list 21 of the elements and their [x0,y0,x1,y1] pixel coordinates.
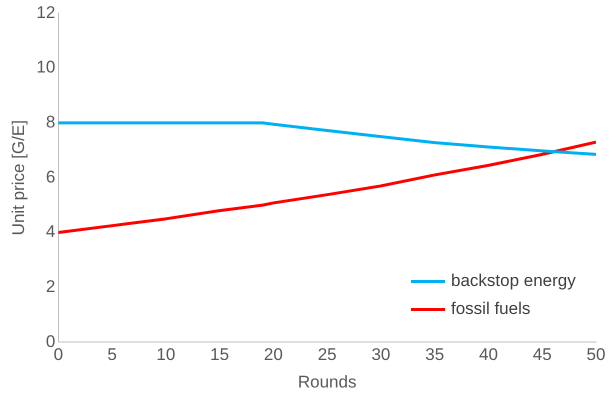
y-tick-label: 10 [36,58,56,77]
y-tick-label: 6 [46,167,56,186]
x-tick-label: 50 [586,345,606,364]
x-tick-label: 10 [156,345,176,364]
y-tick-label: 0 [46,332,56,351]
x-tick-label: 5 [107,345,117,364]
legend-label: fossil fuels [451,299,530,320]
y-tick-label: 4 [46,222,56,242]
x-tick-label: 25 [318,345,337,364]
y-tick-label: 12 [36,2,56,22]
x-tick-label: 30 [371,345,390,364]
x-tick-label: 45 [532,345,552,364]
x-tick-label: 20 [264,345,283,364]
x-tick-label: 15 [210,345,230,364]
x-tick-label: 35 [425,345,444,364]
y-tick-label: 2 [46,277,56,296]
y-tick-label: 8 [46,112,56,132]
y-axis-title: Unit price [G/E] [8,120,28,236]
x-axis-title: Rounds [298,372,356,392]
legend-label: backstop energy [451,271,576,292]
x-tick-label: 40 [479,345,498,364]
